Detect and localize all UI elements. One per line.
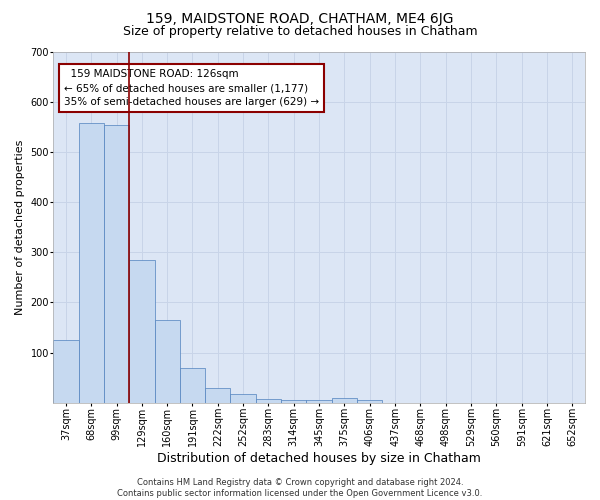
Bar — [256, 399, 281, 403]
Text: Contains HM Land Registry data © Crown copyright and database right 2024.
Contai: Contains HM Land Registry data © Crown c… — [118, 478, 482, 498]
Bar — [357, 400, 382, 403]
Y-axis label: Number of detached properties: Number of detached properties — [15, 140, 25, 315]
Bar — [155, 320, 180, 403]
Bar — [281, 400, 307, 403]
Bar — [79, 124, 104, 403]
Bar — [104, 125, 129, 403]
Bar — [180, 368, 205, 403]
X-axis label: Distribution of detached houses by size in Chatham: Distribution of detached houses by size … — [157, 452, 481, 465]
Text: Size of property relative to detached houses in Chatham: Size of property relative to detached ho… — [122, 25, 478, 38]
Bar — [307, 400, 332, 403]
Bar — [230, 394, 256, 403]
Bar — [129, 260, 155, 403]
Text: 159, MAIDSTONE ROAD, CHATHAM, ME4 6JG: 159, MAIDSTONE ROAD, CHATHAM, ME4 6JG — [146, 12, 454, 26]
Bar — [205, 388, 230, 403]
Bar — [53, 340, 79, 403]
Bar — [332, 398, 357, 403]
Text: 159 MAIDSTONE ROAD: 126sqm
← 65% of detached houses are smaller (1,177)
35% of s: 159 MAIDSTONE ROAD: 126sqm ← 65% of deta… — [64, 69, 319, 107]
